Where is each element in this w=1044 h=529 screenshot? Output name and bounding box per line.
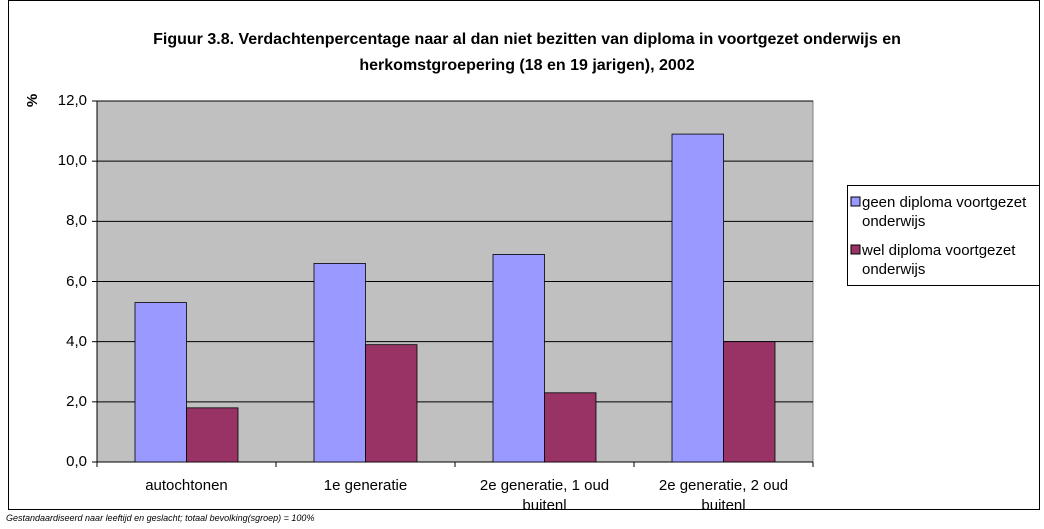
bar <box>492 254 545 463</box>
x-tick-label: 1e generatie <box>323 477 408 494</box>
x-tick-label: 2e generatie, 2 oud buitenl <box>658 477 789 514</box>
bar <box>544 392 597 463</box>
y-tick-label: 12,0 <box>57 92 87 109</box>
legend-swatch <box>850 196 861 207</box>
legend <box>847 185 1040 286</box>
x-tick-label: 2e generatie, 1 oud buitenl <box>479 477 610 514</box>
y-tick-label: 0,0 <box>66 453 87 470</box>
bar <box>671 133 724 463</box>
x-tick-label: autochtonen <box>145 477 228 494</box>
bar <box>365 344 418 463</box>
y-tick-label: 6,0 <box>66 272 87 290</box>
bar <box>723 341 776 463</box>
bar <box>134 302 187 463</box>
bar <box>186 407 239 463</box>
legend-swatch <box>850 244 861 255</box>
chart-title: Figuur 3.8. Verdachtenpercentage naar al… <box>153 31 901 74</box>
y-tick-label: 8,0 <box>66 212 87 230</box>
y-tick-label: 4,0 <box>66 332 87 350</box>
legend-label: geen diploma voortgezet onderwijs <box>862 194 1027 230</box>
note: Gestandaardiseerd naar leeftijd en gesla… <box>6 513 315 523</box>
bar <box>313 263 366 463</box>
legend-label: wel diploma voortgezet onderwijs <box>862 242 1016 278</box>
y-tick-label: 2,0 <box>66 392 87 410</box>
y-tick-label: 10,0 <box>57 152 87 170</box>
